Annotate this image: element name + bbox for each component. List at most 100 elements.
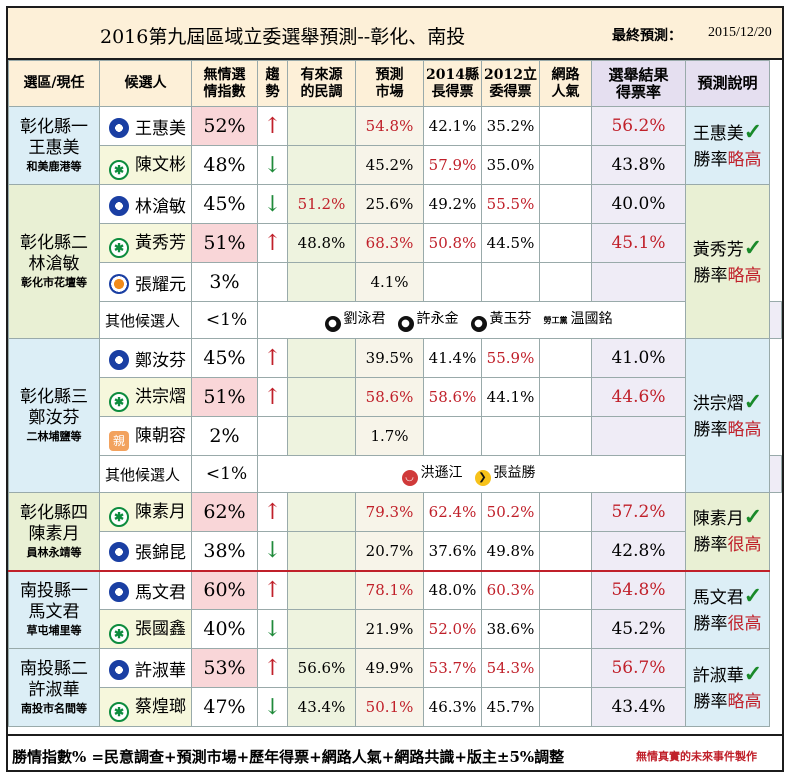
prediction-sheet: 2016第九屆區域立委選舉預測--彰化、南投 最終預測： 2015/12/20 … [6, 6, 784, 772]
note-rate: 略高 [727, 419, 762, 440]
candidate-cell: 林滄敏 [99, 184, 192, 224]
district-cell: 彰化縣一 王惠美 和美鹿港等 [8, 106, 100, 185]
index-cell: 47% [191, 687, 258, 727]
result-cell: 54.8% [591, 569, 686, 610]
kmt-party-icon [109, 195, 129, 216]
candidate-cell: 張耀元 [99, 262, 192, 302]
y2012-cell: 60.3% [481, 569, 540, 610]
y2014-cell: 41.4% [423, 338, 482, 378]
note-cell: 洪宗熠✓ 勝率略高 [685, 338, 770, 493]
result-cell: 45.1% [591, 223, 686, 263]
table-row: 彰化縣三 鄭汝芬 二林埔鹽等 鄭汝芬 45% ↑ 39.5% 41.4% 55.9% 41.0… [8, 338, 782, 493]
candidate-cell: ✱ 洪宗熠 [99, 377, 192, 417]
kmt-party-icon [109, 117, 129, 138]
note-rate: 略高 [727, 149, 762, 170]
note-rate-label: 勝率 [693, 535, 728, 556]
candidate-cell: 鄭汝芬 [99, 338, 192, 378]
district-name: 彰化縣一 [20, 117, 88, 137]
col-trend: 趨勢 [257, 60, 288, 107]
y2012-cell: 38.6% [481, 609, 540, 649]
others-list: ● 劉泳君 ● 許永金 ● 黃玉芬 勞工黨 温國銘 [257, 301, 686, 339]
others-row: 其他候選人 <1% ◡ 洪遜江 ❯ 張益勝 [9, 455, 782, 493]
market-cell: 45.2% [355, 145, 424, 185]
trend-down-icon: ↓ [263, 152, 282, 178]
district-incumbent: 許淑華 [28, 680, 80, 700]
poll-cell [287, 531, 356, 571]
trend-up-icon: ↑ [263, 499, 282, 525]
index-cell: 45% [191, 338, 258, 378]
result-cell: 42.8% [591, 531, 686, 571]
y2014-cell [423, 416, 482, 456]
poll-cell [287, 377, 356, 417]
dpp-party-icon: ✱ [109, 507, 129, 527]
table-row: ✱ 張國鑫 40% ↓ 21.9% 52.0% 38.6% 45.2% [9, 609, 782, 649]
y2014-cell: 49.2% [423, 184, 482, 224]
formula-text: 勝情指數% =民意調查+預測市場+歷年得票+網路人氣+網路共識+版主±5%調整 [12, 748, 565, 766]
index-cell: 53% [191, 648, 258, 688]
district-area: 員林永靖等 [26, 545, 82, 559]
result-cell [769, 301, 782, 339]
y2014-cell: 50.8% [423, 223, 482, 263]
poll-cell: 48.8% [287, 223, 356, 263]
trend-up-icon: ↑ [263, 113, 282, 139]
other-candidate: ❯ 張益勝 [474, 462, 536, 486]
note-winner: 洪宗熠 [692, 393, 744, 414]
other-candidate-name: 黃玉芬 [489, 311, 532, 327]
index-cell: 3% [191, 262, 258, 302]
result-cell: 41.0% [591, 338, 686, 378]
table-body: 彰化縣一 王惠美 和美鹿港等 王惠美 52% ↑ 54.8% 42.1% 35.2% 56.2… [8, 106, 782, 727]
district-area: 彰化市花壇等 [21, 276, 87, 289]
check-icon: ✓ [743, 660, 763, 687]
trend-up-icon: ↑ [263, 230, 282, 256]
labor-party-tag: 勞工黨 [543, 315, 568, 325]
others-list: ◡ 洪遜江 ❯ 張益勝 [257, 455, 686, 493]
note-rate-label: 勝率 [693, 691, 728, 712]
index-cell: 40% [191, 609, 258, 649]
table-row: ✱ 洪宗熠 51% ↑ 58.6% 58.6% 44.1% 44.6% [9, 377, 782, 417]
header-bar: 2016第九屆區域立委選舉預測--彰化、南投 最終預測： 2015/12/20 [8, 8, 782, 60]
kmt-party-icon [109, 542, 129, 563]
candidate-name: 王惠美 [135, 118, 186, 139]
prediction-date: 2015/12/20 [708, 25, 772, 40]
net-cell [539, 687, 592, 727]
district-name: 彰化縣三 [20, 387, 88, 407]
others-label: 其他候選人 [99, 301, 192, 339]
result-cell [591, 262, 686, 302]
market-cell: 78.1% [355, 569, 424, 610]
result-cell: 43.4% [591, 687, 686, 727]
result-cell: 44.6% [591, 377, 686, 417]
others-row: 其他候選人 <1% ● 劉泳君 ● 許永金 ● 黃玉芬 勞工黨 温國銘 [9, 301, 782, 339]
y2014-cell: 52.0% [423, 609, 482, 649]
col-2012: 2012立 委得票 [481, 60, 540, 107]
note-winner: 馬文君 [692, 587, 744, 608]
poll-cell [287, 106, 356, 146]
district-area: 草屯埔里等 [26, 624, 82, 638]
table-row: 南投縣一 馬文君 草屯埔里等 馬文君 60% ↑ 78.1% 48.0% 60.3% 54.8… [8, 569, 782, 649]
candidate-cell: 張錦昆 [99, 531, 192, 571]
poll-cell [287, 609, 356, 649]
note-cell: 馬文君✓ 勝率很高 [685, 569, 770, 649]
result-cell: 57.2% [591, 492, 686, 532]
table-row: ✱ 蔡煌瑯 47% ↓ 43.4% 50.1% 46.3% 45.7% 43.4% [9, 687, 782, 727]
y2012-cell [481, 416, 540, 456]
other-candidate-name: 許永金 [416, 311, 459, 327]
y2012-cell: 35.0% [481, 145, 540, 185]
pfp-party-icon [109, 273, 129, 294]
table-row: 彰化縣一 王惠美 和美鹿港等 王惠美 52% ↑ 54.8% 42.1% 35.2% 56.2… [8, 106, 782, 185]
trend-cell: ↑ [257, 377, 288, 417]
dpp-party-icon: ✱ [109, 392, 129, 412]
col-net: 網路 人氣 [539, 60, 592, 107]
index-cell: 2% [191, 416, 258, 456]
index-cell: 38% [191, 531, 258, 571]
y2012-cell: 45.7% [481, 687, 540, 727]
poll-cell [287, 492, 356, 532]
y2014-cell: 46.3% [423, 687, 482, 727]
net-cell [539, 609, 592, 649]
note-rate: 略高 [727, 691, 762, 712]
candidate-name: 許淑華 [135, 660, 186, 681]
candidate-cell: ✱ 蔡煌瑯 [99, 687, 192, 727]
index-cell: 62% [191, 492, 258, 532]
y2012-cell [481, 262, 540, 302]
trend-cell: ↑ [257, 492, 288, 532]
candidate-name: 張錦昆 [135, 543, 186, 564]
